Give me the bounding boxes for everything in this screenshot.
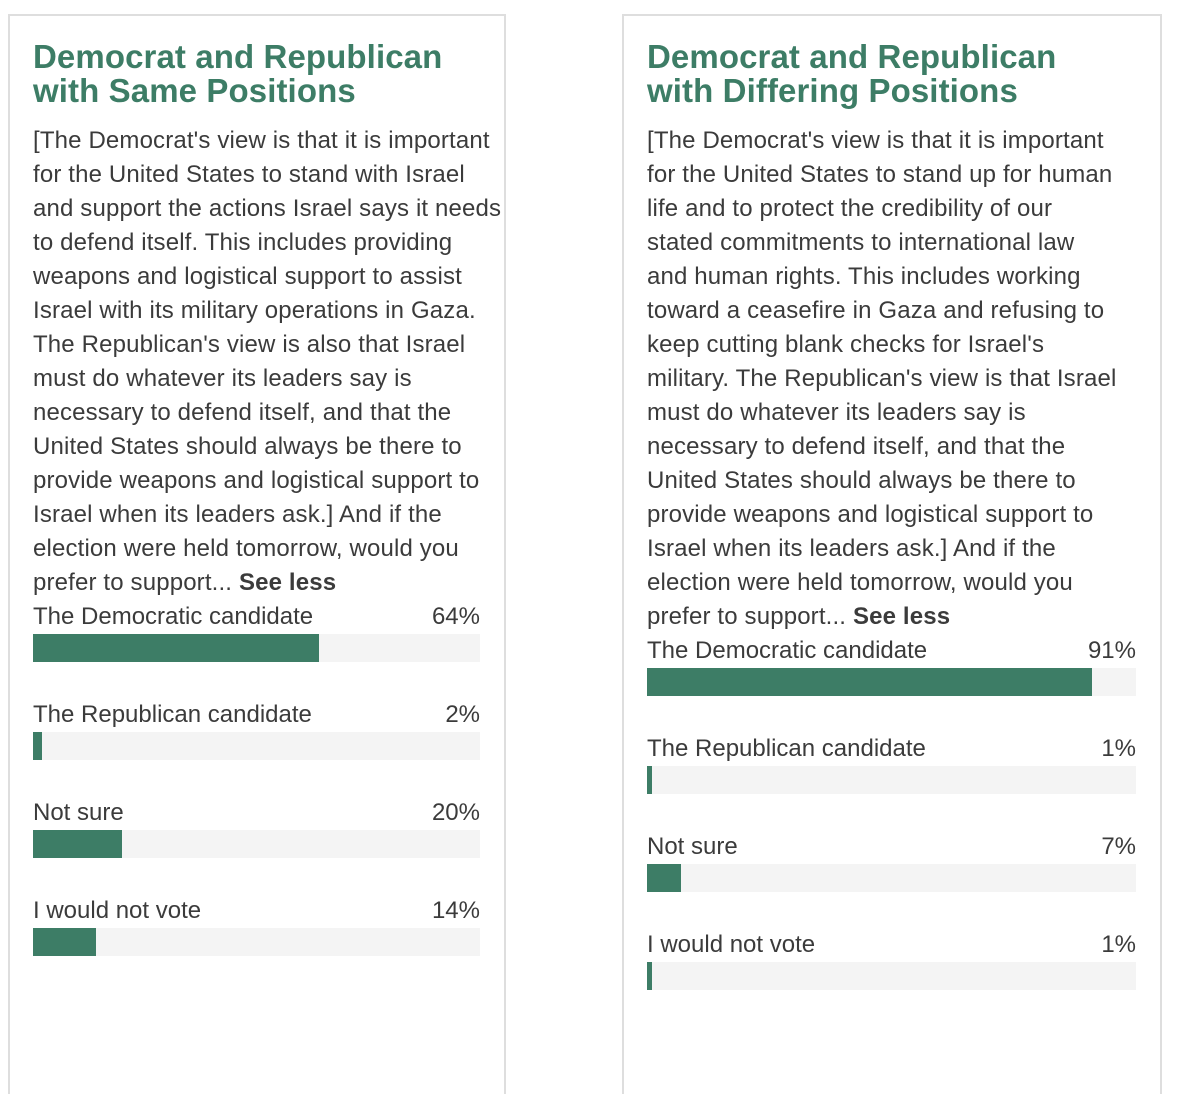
bar-fill	[33, 928, 96, 956]
option-democratic: The Democratic candidate 91%	[647, 634, 1136, 696]
poll-card-differing-positions: Democrat and Republican with Differing P…	[622, 14, 1162, 1094]
bar-track	[33, 732, 480, 760]
option-label: The Democratic candidate	[33, 603, 314, 630]
option-value: 64%	[431, 603, 480, 630]
bar-fill	[647, 766, 652, 794]
option-value: 91%	[1087, 637, 1136, 664]
bar-fill	[33, 732, 42, 760]
option-label: The Democratic candidate	[647, 637, 928, 664]
question-text: [The Democrat's view is that it is impor…	[647, 124, 1117, 634]
bar-track	[33, 634, 480, 662]
option-republican: The Republican candidate 1%	[647, 732, 1136, 794]
option-democratic: The Democratic candidate 64%	[33, 600, 480, 662]
bar-track	[647, 864, 1136, 892]
bar-fill	[33, 830, 123, 858]
option-label: The Republican candidate	[647, 735, 926, 762]
bar-track	[647, 766, 1136, 794]
bar-track	[33, 830, 480, 858]
option-label: Not sure	[33, 799, 124, 826]
option-value: 14%	[431, 897, 480, 924]
option-would-not-vote: I would not vote 1%	[647, 928, 1136, 990]
card-title: Democrat and Republican with Differing P…	[647, 38, 1057, 109]
bar-fill	[33, 634, 320, 662]
question-text: [The Democrat's view is that it is impor…	[33, 124, 503, 600]
option-value: 1%	[1101, 931, 1136, 958]
see-less-link[interactable]: See less	[852, 603, 951, 630]
option-value: 7%	[1101, 833, 1136, 860]
question-body: [The Democrat's view is that it is impor…	[647, 127, 1117, 630]
option-value: 2%	[445, 701, 480, 728]
option-value: 20%	[431, 799, 480, 826]
option-label: The Republican candidate	[33, 701, 312, 728]
card-title: Democrat and Republican with Same Positi…	[33, 38, 443, 109]
option-not-sure: Not sure 7%	[647, 830, 1136, 892]
bar-track	[33, 928, 480, 956]
option-label: Not sure	[647, 833, 738, 860]
option-not-sure: Not sure 20%	[33, 796, 480, 858]
bar-fill	[647, 668, 1092, 696]
bar-track	[647, 962, 1136, 990]
bar-fill	[647, 962, 652, 990]
bar-track	[647, 668, 1136, 696]
option-label: I would not vote	[647, 931, 816, 958]
options-list: The Democratic candidate 91% The Republi…	[647, 634, 1136, 990]
option-republican: The Republican candidate 2%	[33, 698, 480, 760]
options-list: The Democratic candidate 64% The Republi…	[33, 600, 480, 956]
bar-fill	[647, 864, 682, 892]
see-less-link[interactable]: See less	[238, 569, 337, 596]
option-would-not-vote: I would not vote 14%	[33, 894, 480, 956]
poll-card-same-positions: Democrat and Republican with Same Positi…	[8, 14, 506, 1094]
option-value: 1%	[1101, 735, 1136, 762]
option-label: I would not vote	[33, 897, 202, 924]
question-body: [The Democrat's view is that it is impor…	[33, 127, 502, 596]
